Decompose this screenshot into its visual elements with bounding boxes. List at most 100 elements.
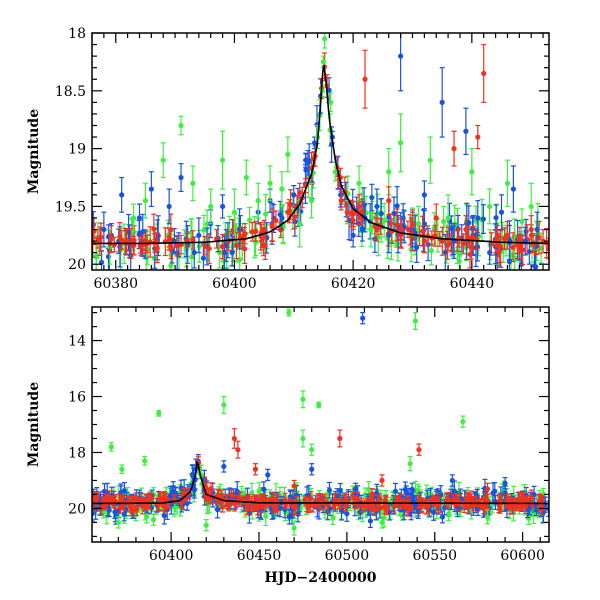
data-point-green — [300, 390, 306, 409]
data-point-red — [208, 482, 214, 496]
data-point-red — [98, 222, 104, 252]
data-point-blue — [119, 176, 125, 213]
data-point-green — [108, 442, 114, 452]
data-point-red — [184, 232, 190, 248]
data-point-red — [269, 211, 275, 243]
data-point-blue — [386, 217, 392, 254]
data-point-red — [338, 190, 344, 211]
data-point-blue — [303, 152, 309, 168]
data-point-red — [451, 130, 457, 167]
x-tick-label: 60550 — [412, 548, 457, 564]
series-green-bottom — [108, 308, 491, 536]
data-point-red — [376, 493, 382, 507]
data-point-green — [156, 409, 162, 417]
y-tick-label: 18.5 — [55, 84, 86, 100]
data-point-red — [291, 498, 297, 515]
data-point-green — [286, 308, 292, 317]
y-tick-label: 14 — [68, 334, 86, 350]
data-point-blue — [191, 236, 197, 269]
data-point-red — [174, 234, 180, 257]
data-point-green — [119, 464, 125, 475]
x-tick-label: 60380 — [93, 276, 138, 292]
series-red-top — [95, 43, 546, 260]
data-point-blue — [449, 474, 455, 487]
y-tick-label: 19 — [68, 142, 86, 158]
data-point-red — [291, 479, 297, 493]
y-tick-label: 19.5 — [55, 199, 86, 215]
data-point-red — [162, 493, 169, 508]
data-point-blue — [326, 77, 332, 104]
data-point-blue — [463, 107, 469, 155]
data-point-green — [231, 188, 238, 236]
panel-bottom: 60400 60450 60500 60550 60600 14 16 18 20 Magnitu… — [26, 306, 550, 586]
data-point-red — [350, 210, 356, 231]
plot-frame-top — [91, 32, 550, 271]
data-point-blue — [178, 163, 184, 192]
data-point-green — [115, 516, 121, 529]
data-point-green — [208, 188, 214, 225]
x-tick-label: 60500 — [325, 548, 370, 564]
data-point-red — [439, 226, 445, 256]
data-point-green — [203, 519, 209, 532]
data-point-blue — [353, 482, 359, 496]
data-point-red — [416, 443, 422, 456]
data-point-red — [166, 227, 172, 248]
data-point-blue — [439, 67, 445, 138]
data-point-red — [261, 494, 267, 507]
data-point-red — [292, 205, 298, 229]
data-point-green — [150, 513, 157, 526]
data-point-red — [190, 230, 196, 250]
data-point-red — [252, 463, 259, 476]
data-point-blue — [502, 477, 508, 490]
data-point-red — [460, 233, 466, 255]
data-point-green — [267, 165, 273, 202]
x-tick-label: 60400 — [212, 276, 257, 292]
data-point-red — [394, 208, 400, 242]
data-point-red — [162, 227, 168, 257]
data-point-red — [540, 228, 546, 254]
data-point-green — [263, 193, 269, 234]
data-point-green — [308, 182, 315, 219]
data-point-red — [302, 495, 308, 505]
data-point-green — [407, 456, 413, 472]
data-point-green — [332, 161, 338, 182]
data-point-red — [409, 209, 416, 239]
data-point-green — [142, 182, 149, 219]
data-point-red — [374, 217, 380, 242]
data-point-blue — [475, 200, 481, 236]
x-tick-label: 60450 — [237, 548, 282, 564]
data-point-blue — [166, 188, 172, 225]
data-point-red — [144, 498, 150, 509]
data-point-green — [487, 188, 493, 225]
data-point-blue — [480, 204, 486, 235]
data-point-red — [495, 233, 501, 258]
data-point-red — [467, 240, 473, 269]
data-point-red — [202, 235, 208, 256]
data-point-red — [138, 236, 144, 257]
data-point-red — [386, 186, 392, 216]
data-point-red — [273, 210, 279, 231]
data-point-green — [427, 136, 433, 184]
data-point-green — [201, 214, 207, 246]
data-point-red — [157, 492, 163, 503]
x-tick-label: 60420 — [331, 276, 376, 292]
data-point-red — [130, 235, 137, 256]
data-point-blue — [291, 185, 297, 205]
data-point-red — [538, 494, 545, 504]
data-point-green — [246, 206, 253, 234]
y-tick-label: 16 — [68, 390, 86, 406]
data-point-red — [405, 495, 411, 507]
data-point-blue — [498, 194, 505, 231]
data-point-red — [398, 223, 404, 248]
data-point-green — [441, 205, 447, 237]
data-point-green — [460, 415, 466, 428]
data-point-blue — [534, 211, 540, 248]
data-point-red — [465, 498, 471, 514]
data-point-red — [337, 429, 343, 448]
data-point-green — [190, 165, 196, 202]
y-tick-label: 20 — [68, 257, 86, 273]
data-point-blue — [510, 165, 516, 213]
data-point-red — [297, 182, 303, 203]
data-point-green — [327, 92, 334, 113]
